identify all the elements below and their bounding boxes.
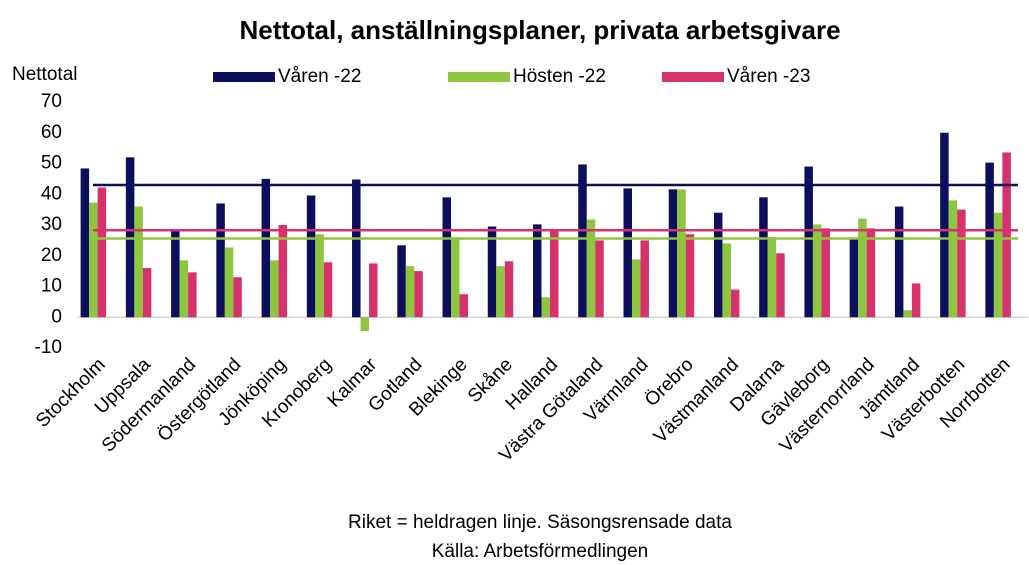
bar: [595, 240, 604, 318]
bar: [216, 203, 225, 318]
legend-swatch: [213, 72, 275, 82]
bar: [414, 271, 423, 318]
bar: [578, 164, 587, 318]
bar: [496, 266, 505, 318]
y-tick-label: 50: [41, 153, 62, 174]
bar: [849, 238, 859, 318]
y-tick-label: 40: [41, 183, 62, 204]
bar: [541, 297, 550, 318]
bar: [993, 212, 1003, 318]
y-tick-label: 10: [41, 276, 62, 297]
bar: [352, 179, 361, 318]
legend-swatch: [448, 72, 510, 82]
bar: [722, 243, 731, 318]
y-tick-label: 30: [41, 214, 62, 235]
bar: [730, 289, 740, 318]
bar: [677, 189, 686, 318]
bar: [270, 260, 279, 318]
bar: [487, 226, 497, 318]
bar: [940, 132, 949, 318]
bar: [894, 206, 904, 318]
bar: [550, 229, 559, 318]
bar: [804, 166, 813, 318]
legend-label: Våren -22: [278, 66, 361, 87]
bar: [685, 234, 695, 318]
bar: [224, 247, 234, 318]
y-tick-label: 0: [51, 306, 62, 327]
bar: [89, 202, 98, 318]
bar: [459, 294, 469, 318]
bar: [171, 229, 180, 318]
bar: [821, 228, 830, 318]
bar: [134, 206, 143, 318]
bar: [812, 224, 822, 318]
bar: [533, 224, 542, 318]
y-tick-label: -10: [35, 337, 62, 358]
chart-title: Nettotal, anställningsplaner, privata ar…: [239, 15, 840, 45]
bar: [397, 245, 406, 318]
bar: [903, 310, 912, 318]
bar: [142, 268, 152, 318]
bar: [713, 212, 723, 318]
bar: [442, 197, 452, 318]
bar: [233, 277, 242, 318]
bar: [623, 188, 632, 318]
bar: [261, 178, 271, 318]
bar: [776, 253, 785, 318]
bar: [323, 262, 333, 318]
bar: [985, 162, 994, 318]
bar: [957, 209, 966, 318]
bar: [80, 168, 90, 318]
bar: [360, 317, 370, 332]
y-tick-label: 20: [41, 245, 62, 266]
bar: [858, 218, 867, 318]
bar: [97, 187, 107, 318]
bar: [668, 189, 678, 318]
bar: [188, 272, 197, 318]
y-tick-label: 60: [41, 122, 62, 143]
bar: [640, 240, 649, 318]
bar: [405, 266, 415, 318]
x-tick-label: Stockholm: [32, 354, 110, 432]
bar: [315, 234, 324, 318]
note: Riket = heldragen linje. Säsongsrensade …: [348, 512, 732, 533]
bar: [948, 200, 958, 318]
bar: [631, 259, 641, 318]
bar: [306, 195, 316, 318]
bar: [911, 283, 921, 318]
bar: [1002, 152, 1011, 318]
bar: [369, 263, 378, 318]
y-axis-label: Nettotal: [12, 64, 77, 85]
legend-label: Hösten -22: [513, 66, 606, 87]
bar: [759, 197, 768, 318]
legend-label: Våren -23: [727, 66, 810, 87]
legend-swatch: [662, 72, 724, 82]
bar: [278, 225, 288, 318]
bar: [504, 261, 514, 318]
bar: [586, 219, 596, 318]
note: Källa: Arbetsförmedlingen: [432, 541, 649, 562]
bar: [866, 228, 876, 318]
y-tick-label: 70: [41, 91, 62, 112]
bar: [179, 260, 189, 318]
bar: [767, 237, 777, 318]
bar: [451, 237, 460, 318]
